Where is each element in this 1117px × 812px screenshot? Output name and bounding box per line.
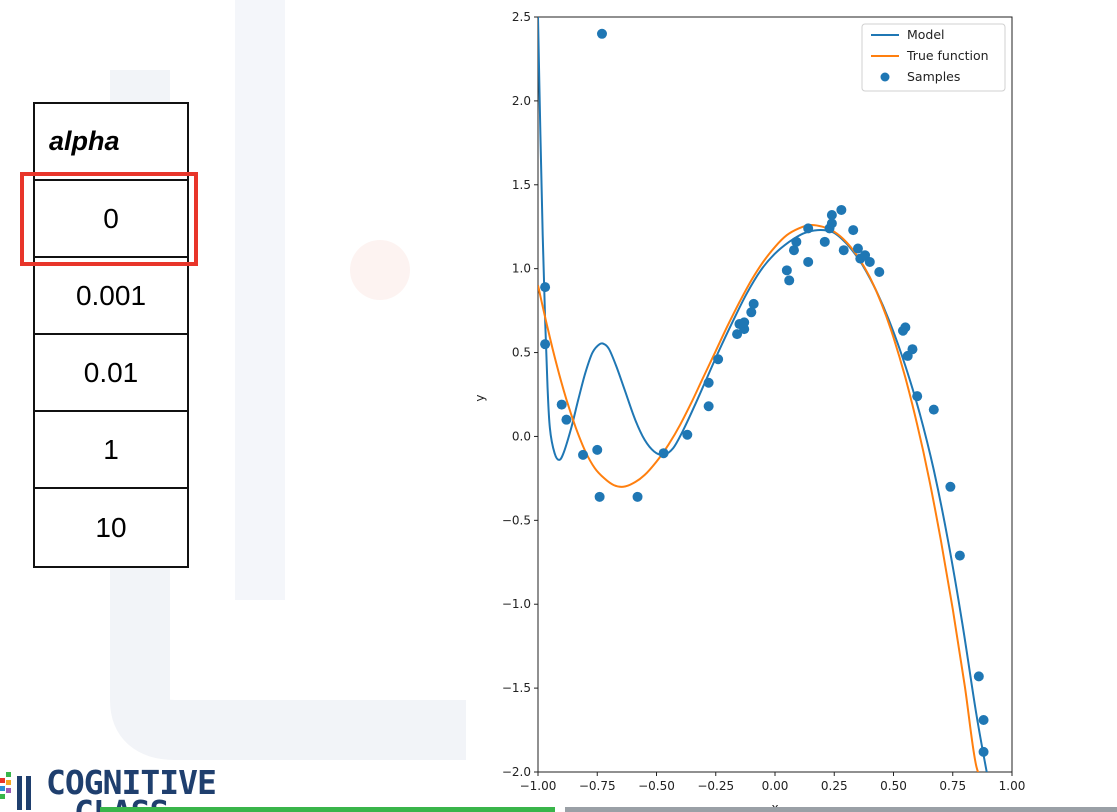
sample-point	[632, 491, 643, 502]
y-tick-label: −1.0	[502, 597, 531, 611]
sample-point	[836, 204, 847, 215]
sample-point	[540, 339, 551, 350]
y-tick-label: 2.5	[512, 10, 531, 24]
sample-point	[826, 209, 837, 220]
sample-point	[682, 429, 693, 440]
sample-point	[945, 481, 956, 492]
sample-point	[874, 267, 885, 278]
y-tick-label: 1.0	[512, 262, 531, 276]
y-tick-label: 0.0	[512, 429, 531, 443]
sample-point	[978, 714, 989, 725]
chart-legend: Model True function Samples	[861, 23, 1006, 92]
y-tick-label: −1.5	[502, 681, 531, 695]
y-tick-label: −2.0	[502, 765, 531, 779]
y-tick-label: 0.5	[512, 346, 531, 360]
sample-point	[900, 322, 911, 333]
sample-point	[848, 225, 859, 236]
sample-point	[852, 243, 863, 254]
alpha-value-0: 0	[35, 181, 187, 258]
chart-panel: −1.00 −0.75 −0.50 −0.25 0.00 0.25 0.50 0.75 1.00…	[466, 0, 1117, 812]
sample-point	[912, 391, 923, 402]
sample-point	[658, 448, 669, 459]
x-tick-label: 0.50	[880, 779, 907, 793]
y-tick-label: −0.5	[502, 513, 531, 527]
sample-point	[803, 256, 814, 267]
sample-point	[703, 401, 714, 412]
x-tick-label: 0.25	[821, 779, 848, 793]
model-line	[538, 17, 988, 772]
sample-point	[732, 329, 743, 340]
alpha-value-2: 0.01	[35, 335, 187, 412]
sample-point	[561, 414, 572, 425]
x-tick-label: −1.00	[520, 779, 557, 793]
x-tick-label: 0.75	[939, 779, 966, 793]
legend-samples-marker	[880, 72, 890, 82]
alpha-table: alpha 0 0.001 0.01 1 10	[33, 102, 189, 568]
sample-point	[803, 223, 814, 234]
sample-point	[739, 317, 750, 328]
sample-point	[954, 550, 965, 561]
y-tick-label: 2.0	[512, 94, 531, 108]
logo-text-line1: COGNITIVE	[46, 763, 217, 802]
x-tick-label: 0.00	[762, 779, 789, 793]
cognitive-class-logo: COGNITIVE CLASS	[0, 762, 240, 812]
x-tick-label: 1.00	[999, 779, 1026, 793]
sample-point	[578, 449, 589, 460]
sample-point	[746, 307, 757, 318]
sample-point	[594, 491, 605, 502]
logo-mark-icon	[0, 772, 31, 810]
sample-point	[788, 245, 799, 256]
sample-point	[838, 245, 849, 256]
sample-point	[592, 444, 603, 455]
sample-point	[928, 404, 939, 415]
alpha-header: alpha	[35, 104, 187, 181]
plot-area	[537, 16, 1013, 773]
sample-point	[781, 265, 792, 276]
x-tick-label: −0.50	[638, 779, 675, 793]
sample-point	[907, 344, 918, 355]
bottom-progress-strip	[100, 807, 555, 812]
sample-point	[540, 282, 551, 293]
sample-point	[784, 275, 795, 286]
sample-point	[864, 256, 875, 267]
sample-point	[703, 377, 714, 388]
true-function-line	[538, 223, 980, 772]
alpha-value-1: 0.001	[35, 258, 187, 335]
y-axis-label: y	[473, 394, 487, 401]
sample-point	[826, 218, 837, 229]
legend-true-function-label: True function	[906, 48, 989, 63]
legend-samples-label: Samples	[907, 69, 960, 84]
alpha-value-3: 1	[35, 412, 187, 489]
alpha-highlight-box	[20, 172, 198, 266]
sample-point	[748, 298, 759, 309]
y-tick-label: 1.5	[512, 178, 531, 192]
alpha-value-4: 10	[95, 511, 127, 543]
bottom-track-strip	[565, 807, 1117, 812]
sample-point	[978, 746, 989, 757]
x-tick-label: −0.75	[579, 779, 616, 793]
sample-point	[556, 399, 567, 410]
regression-chart: −1.00 −0.75 −0.50 −0.25 0.00 0.25 0.50 0.75 1.00…	[473, 10, 1026, 812]
sample-point	[973, 671, 984, 682]
sample-point	[791, 236, 802, 247]
sample-point	[713, 354, 724, 365]
x-tick-label: −0.25	[697, 779, 734, 793]
legend-model-label: Model	[907, 27, 945, 42]
sample-point	[819, 236, 830, 247]
sample-point	[596, 28, 607, 39]
x-axis-label: x	[771, 801, 778, 812]
